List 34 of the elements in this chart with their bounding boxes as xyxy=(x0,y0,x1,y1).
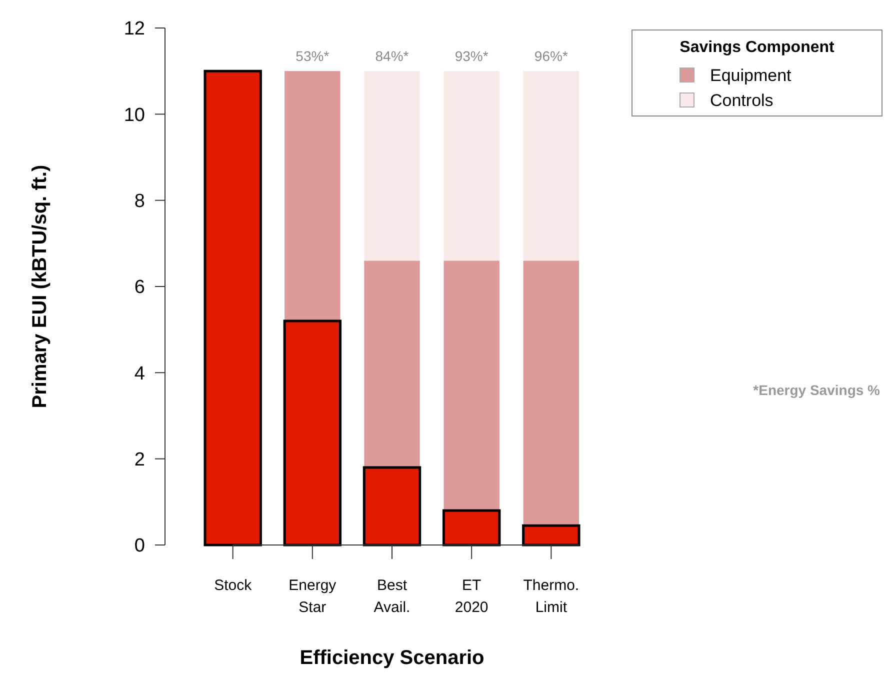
y-tick-label: 4 xyxy=(134,363,146,384)
bar xyxy=(204,70,262,546)
bar xyxy=(362,466,422,546)
bar xyxy=(283,320,342,546)
text: *Energy Savings % xyxy=(753,382,881,398)
bar xyxy=(523,260,580,526)
bar xyxy=(442,509,501,546)
x-tick-label: Thermo. Limit xyxy=(523,577,580,616)
bar xyxy=(523,71,580,261)
x-tick-label: Energy Star xyxy=(288,577,337,616)
y-axis-title: Primary EUI (kBTU/sq. ft.) xyxy=(29,164,51,408)
y-tick-label: 6 xyxy=(134,277,145,298)
annotation: 96%* xyxy=(534,48,568,64)
bar xyxy=(284,71,340,321)
bar xyxy=(444,260,500,511)
x-axis-title: Efficiency Scenario xyxy=(300,647,484,669)
annotation: 53%* xyxy=(296,48,330,64)
bar xyxy=(364,260,420,468)
x-tick-label: Best Avail. xyxy=(374,577,410,616)
y-tick-label: 10 xyxy=(124,104,145,126)
bar xyxy=(364,71,420,261)
legend-label: Controls xyxy=(710,90,774,110)
x-tick-label: Stock xyxy=(214,577,252,594)
legend-label: Equipment xyxy=(710,66,792,85)
legend-title: Savings Component xyxy=(680,39,836,56)
y-tick-label: 12 xyxy=(124,18,145,40)
y-tick-label: 8 xyxy=(134,190,145,212)
y-tick-label: 0 xyxy=(134,536,145,557)
y-tick-label: 2 xyxy=(134,449,145,470)
annotation: 93%* xyxy=(454,48,489,64)
annotation: 84%* xyxy=(375,48,410,64)
bar xyxy=(444,71,500,261)
x-tick-label: ET 2020 xyxy=(454,577,488,616)
bar xyxy=(522,524,580,546)
